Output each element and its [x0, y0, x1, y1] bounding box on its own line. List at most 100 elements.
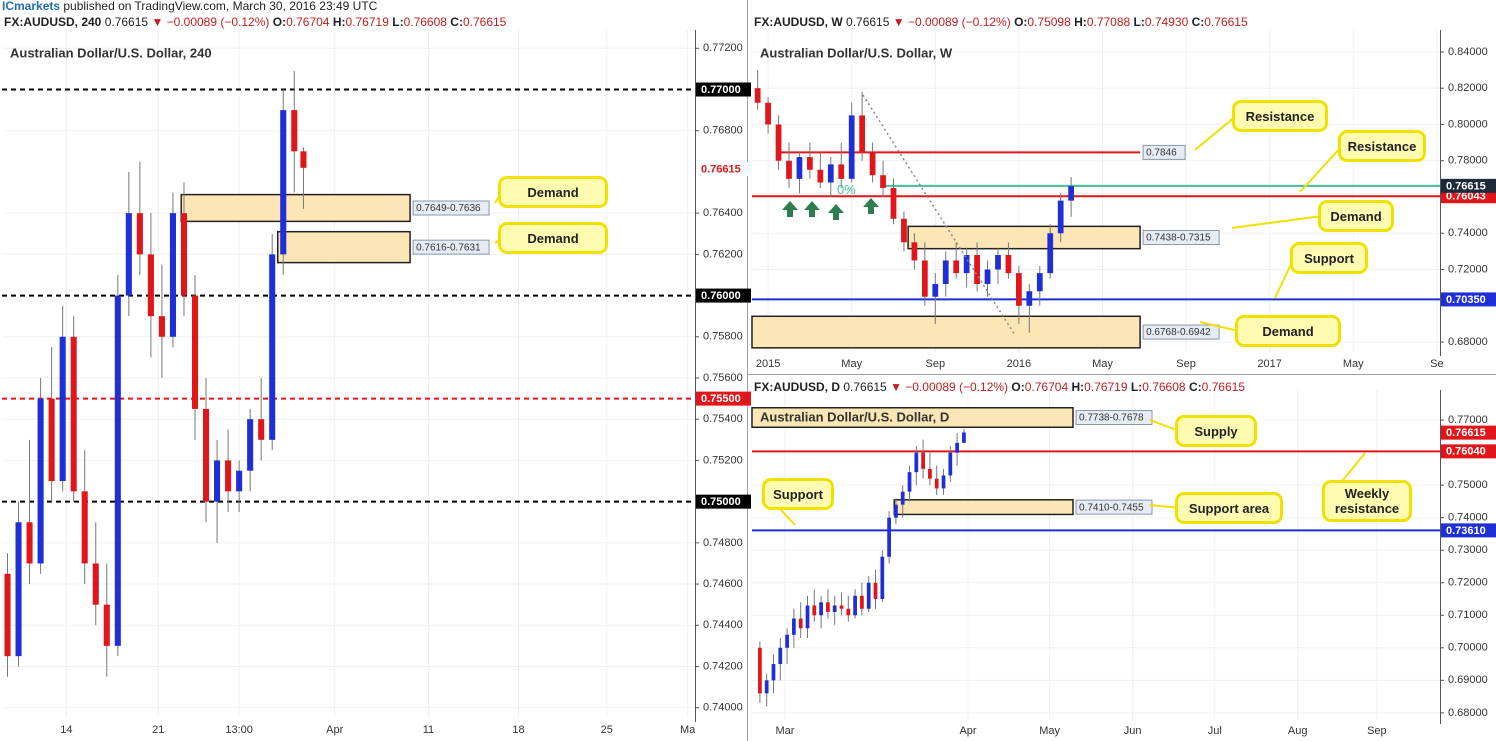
candle-body — [785, 634, 789, 648]
candle-body — [911, 242, 918, 261]
candle-body — [934, 478, 939, 489]
marker-arrow — [804, 201, 820, 217]
x-tick-label: Aug — [1288, 725, 1308, 737]
candle-body — [37, 398, 44, 564]
candle-body — [236, 470, 243, 492]
ohlc-value: 0.76704 — [286, 15, 330, 29]
x-tick-label: Jul — [1208, 725, 1222, 737]
price-tag — [696, 391, 751, 406]
zone-label: 0.6768-0.6942 — [1146, 327, 1211, 338]
x-tick-label: Apr — [959, 725, 976, 737]
callout: Support — [762, 478, 834, 510]
candle-body — [191, 295, 199, 409]
candle-body — [225, 460, 232, 492]
x-tick-label: 25 — [601, 724, 613, 736]
x-tick-label: May — [1092, 358, 1113, 370]
callout: Demand — [1235, 315, 1341, 347]
last-price: 0.76615 — [843, 380, 887, 394]
candle-body — [984, 269, 991, 285]
y-tick-label: 0.68000 — [1448, 707, 1488, 719]
price-tag-label: 0.76040 — [1446, 446, 1486, 458]
candle-body — [873, 582, 878, 600]
callout: Supply — [1175, 415, 1257, 447]
banner: ICmarkets published on TradingView.com, … — [2, 0, 377, 13]
ohlc-key: H: — [332, 15, 346, 29]
candle-body — [839, 605, 844, 609]
candle-body — [887, 517, 891, 557]
ohlc-key: L: — [1133, 15, 1145, 29]
candle-body — [921, 452, 925, 469]
zone — [276, 230, 411, 264]
callout-pointer — [1231, 215, 1323, 229]
callout-pointer — [1194, 115, 1237, 151]
y-tick-label: 0.74800 — [703, 537, 743, 549]
zone-label-box — [412, 200, 490, 216]
y-tick-label: 0.68000 — [1448, 336, 1488, 348]
y-tick-label: 0.74000 — [1448, 512, 1488, 524]
candle-body — [1057, 200, 1064, 234]
zone-label-box — [1075, 499, 1153, 515]
candle-body — [4, 573, 11, 657]
candle-body — [778, 647, 783, 665]
candle-body — [812, 605, 817, 616]
chart-title: Australian Dollar/U.S. Dollar, 240 — [10, 45, 212, 60]
current-price-label: 0.76615 — [1446, 180, 1486, 192]
current-price-tag — [1441, 178, 1496, 193]
zone — [751, 315, 1141, 349]
candle-body — [838, 164, 845, 179]
y-tick-label: 0.77200 — [703, 42, 743, 54]
ohlc-key: O: — [272, 15, 287, 29]
zone-label-box — [1142, 324, 1220, 340]
candle-body — [962, 432, 966, 443]
ohlc-value: 0.76608 — [1142, 380, 1186, 394]
current-price-label: 0.76615 — [701, 163, 741, 175]
price-tag-label: 0.75500 — [701, 393, 741, 405]
candle-body — [995, 255, 1001, 270]
candle-body — [914, 452, 919, 473]
ohlc-value: 0.75098 — [1027, 15, 1071, 29]
candle-body — [775, 124, 782, 161]
zone-label: 0.7438-0.7315 — [1146, 233, 1211, 244]
ohlc-value: 0.77088 — [1086, 15, 1131, 29]
candle-body — [147, 254, 154, 317]
candle-body — [1005, 255, 1012, 274]
candle-body — [125, 213, 132, 296]
x-tick-label: 13:00 — [225, 724, 253, 736]
candle-body — [771, 664, 776, 681]
price-tag — [1441, 523, 1496, 538]
candle-body — [869, 151, 876, 176]
callout: Resistance — [1232, 100, 1328, 132]
chart-title: Australian Dollar/U.S. Dollar, W — [760, 45, 953, 60]
chart-header: FX:AUDUSD, 240 0.76615 ▼ −0.00089 (−0.12… — [4, 15, 506, 29]
candle-body — [817, 169, 824, 183]
candle-body — [900, 491, 905, 505]
candle-body — [880, 175, 886, 188]
candle-body — [880, 556, 885, 600]
candle-body — [907, 472, 912, 492]
candle-body — [894, 504, 898, 518]
current-price-tag — [696, 161, 751, 176]
candle-body — [860, 595, 864, 609]
level-label: 0.7846 — [1146, 148, 1177, 159]
symbol: FX:AUDUSD, 240 — [4, 15, 102, 29]
x-tick-label: Sep — [925, 358, 945, 370]
ohlc-value: 0.76608 — [403, 15, 447, 29]
y-tick-label: 0.82000 — [1448, 82, 1488, 94]
price-tag-label: 0.75000 — [701, 496, 741, 508]
candle-body — [1068, 186, 1075, 201]
symbol: FX:AUDUSD, D — [754, 380, 840, 394]
x-tick-label: 2017 — [1257, 358, 1281, 370]
x-tick-label: Jun — [1124, 725, 1142, 737]
zone — [907, 225, 1141, 250]
candle-body — [853, 595, 857, 616]
candle-body — [941, 475, 946, 489]
y-tick-label: 0.70000 — [1448, 642, 1488, 654]
candle-body — [1026, 291, 1033, 306]
zone — [893, 499, 1074, 516]
price-tag — [696, 494, 751, 509]
callout: Demand — [1318, 200, 1394, 232]
y-tick-label: 0.75600 — [703, 372, 743, 384]
chart-header: FX:AUDUSD, W 0.76615 ▼ −0.00089 (−0.12%)… — [754, 15, 1248, 29]
symbol: FX:AUDUSD, W — [754, 15, 843, 29]
ohlc-value: 0.74930 — [1144, 15, 1189, 29]
